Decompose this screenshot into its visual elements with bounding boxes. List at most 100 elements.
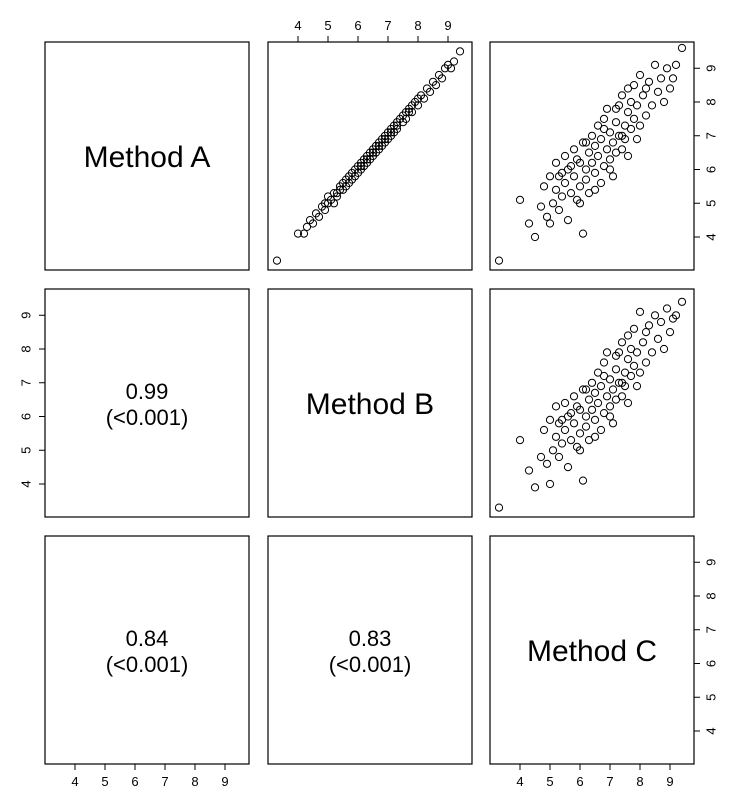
scatter-point bbox=[344, 178, 354, 188]
tick-label-bottom: 7 bbox=[606, 774, 613, 789]
scatter-point bbox=[665, 84, 675, 93]
tick-label-left: 8 bbox=[18, 345, 33, 352]
tick-label-right: 9 bbox=[703, 65, 718, 72]
correlation-p-value: (<0.001) bbox=[106, 652, 189, 677]
scatter-point bbox=[599, 358, 609, 367]
scatter-point bbox=[407, 108, 417, 117]
scatter-point bbox=[542, 459, 552, 468]
scatter-point bbox=[569, 392, 579, 401]
tick-label-right: 6 bbox=[703, 166, 718, 173]
scatter-point bbox=[638, 338, 648, 347]
scatter-point bbox=[632, 382, 642, 391]
scatter-point bbox=[419, 94, 429, 103]
scatter-point bbox=[575, 182, 585, 191]
scatter-point bbox=[617, 378, 627, 387]
scatter-point bbox=[629, 361, 639, 370]
scatter-point bbox=[320, 205, 330, 215]
tick-label-top: 7 bbox=[384, 18, 391, 33]
scatter-point bbox=[602, 392, 612, 401]
scatter-point bbox=[596, 135, 606, 144]
scatter-point bbox=[293, 229, 303, 238]
scatter-point bbox=[362, 155, 372, 164]
scatter-point bbox=[623, 84, 633, 93]
tick-label-bottom: 9 bbox=[221, 774, 228, 789]
scatter-point bbox=[545, 415, 555, 424]
scatter-point bbox=[593, 151, 603, 161]
scatter-point bbox=[617, 131, 627, 140]
scatter-point bbox=[590, 185, 600, 194]
scatter-point bbox=[581, 165, 591, 174]
scatter-point bbox=[320, 199, 330, 208]
scatter-point bbox=[587, 158, 597, 167]
scatter-point bbox=[677, 297, 687, 306]
scatter-point bbox=[569, 172, 579, 181]
scatter-point bbox=[605, 155, 615, 164]
tick-label-top: 8 bbox=[414, 18, 421, 33]
scatter-point bbox=[557, 192, 567, 201]
scatter-point bbox=[587, 131, 597, 140]
scatter-point bbox=[302, 222, 312, 231]
scatter-point bbox=[593, 398, 603, 408]
scatter-point bbox=[536, 452, 546, 462]
scatter-point bbox=[662, 304, 672, 313]
scatter-point bbox=[446, 64, 456, 73]
scatter-point bbox=[548, 199, 558, 208]
scatter-point bbox=[563, 463, 573, 472]
tick-label-bottom: 8 bbox=[191, 774, 198, 789]
scatter-point bbox=[566, 162, 576, 171]
scatter-point bbox=[611, 118, 621, 127]
tick-label-left: 6 bbox=[18, 413, 33, 420]
tick-label-right: 6 bbox=[703, 660, 718, 667]
tick-label-left: 7 bbox=[18, 379, 33, 386]
scatter-point bbox=[401, 114, 411, 124]
scatter-point bbox=[587, 405, 597, 414]
variable-label: Method B bbox=[306, 388, 434, 421]
scatter-point bbox=[578, 138, 588, 147]
scatter-point bbox=[641, 111, 651, 120]
scatter-point bbox=[617, 338, 627, 347]
scatter-point bbox=[554, 419, 564, 428]
scatter-point bbox=[539, 182, 549, 191]
scatter-point bbox=[581, 138, 591, 147]
scatter-point bbox=[650, 311, 660, 320]
scatter-point bbox=[575, 429, 585, 438]
scatter-point bbox=[431, 81, 441, 90]
scatter-point bbox=[380, 135, 390, 144]
scatter-point bbox=[566, 409, 576, 418]
scatter-point bbox=[677, 43, 687, 53]
scatter-point bbox=[620, 368, 630, 377]
scatter-point bbox=[545, 172, 555, 181]
scatter-point bbox=[524, 466, 534, 475]
scatter-point bbox=[530, 232, 540, 242]
scatter-point bbox=[548, 446, 558, 455]
scatter-point bbox=[671, 311, 681, 320]
scatter-point bbox=[545, 219, 555, 228]
scatter-point bbox=[554, 452, 564, 462]
scatter-point bbox=[524, 219, 534, 228]
scatter-point bbox=[572, 402, 582, 411]
scatter-point bbox=[560, 178, 570, 188]
scatter-point bbox=[647, 348, 657, 357]
tick-label-left: 9 bbox=[18, 312, 33, 319]
scatter-point bbox=[599, 124, 609, 134]
scatter-point bbox=[599, 371, 609, 381]
tick-label-right: 7 bbox=[703, 626, 718, 633]
variable-label: Method A bbox=[84, 141, 211, 174]
scatter-point bbox=[626, 371, 636, 381]
scatter-point bbox=[332, 192, 342, 201]
scatter-point bbox=[656, 317, 666, 327]
scatter-point bbox=[608, 385, 618, 394]
tick-label-bottom: 6 bbox=[131, 774, 138, 789]
scatter-point bbox=[635, 307, 645, 316]
scatter-point bbox=[662, 64, 672, 73]
scatter-point bbox=[560, 398, 570, 408]
scatter-point bbox=[608, 138, 618, 147]
scatter-point bbox=[560, 151, 570, 161]
scatter-point bbox=[560, 425, 570, 435]
scatter-point bbox=[671, 60, 681, 70]
tick-label-bottom: 8 bbox=[636, 774, 643, 789]
tick-label-right: 7 bbox=[703, 132, 718, 139]
scatter-point bbox=[635, 121, 645, 130]
scatter-point bbox=[617, 145, 627, 154]
scatter-point bbox=[593, 121, 603, 130]
